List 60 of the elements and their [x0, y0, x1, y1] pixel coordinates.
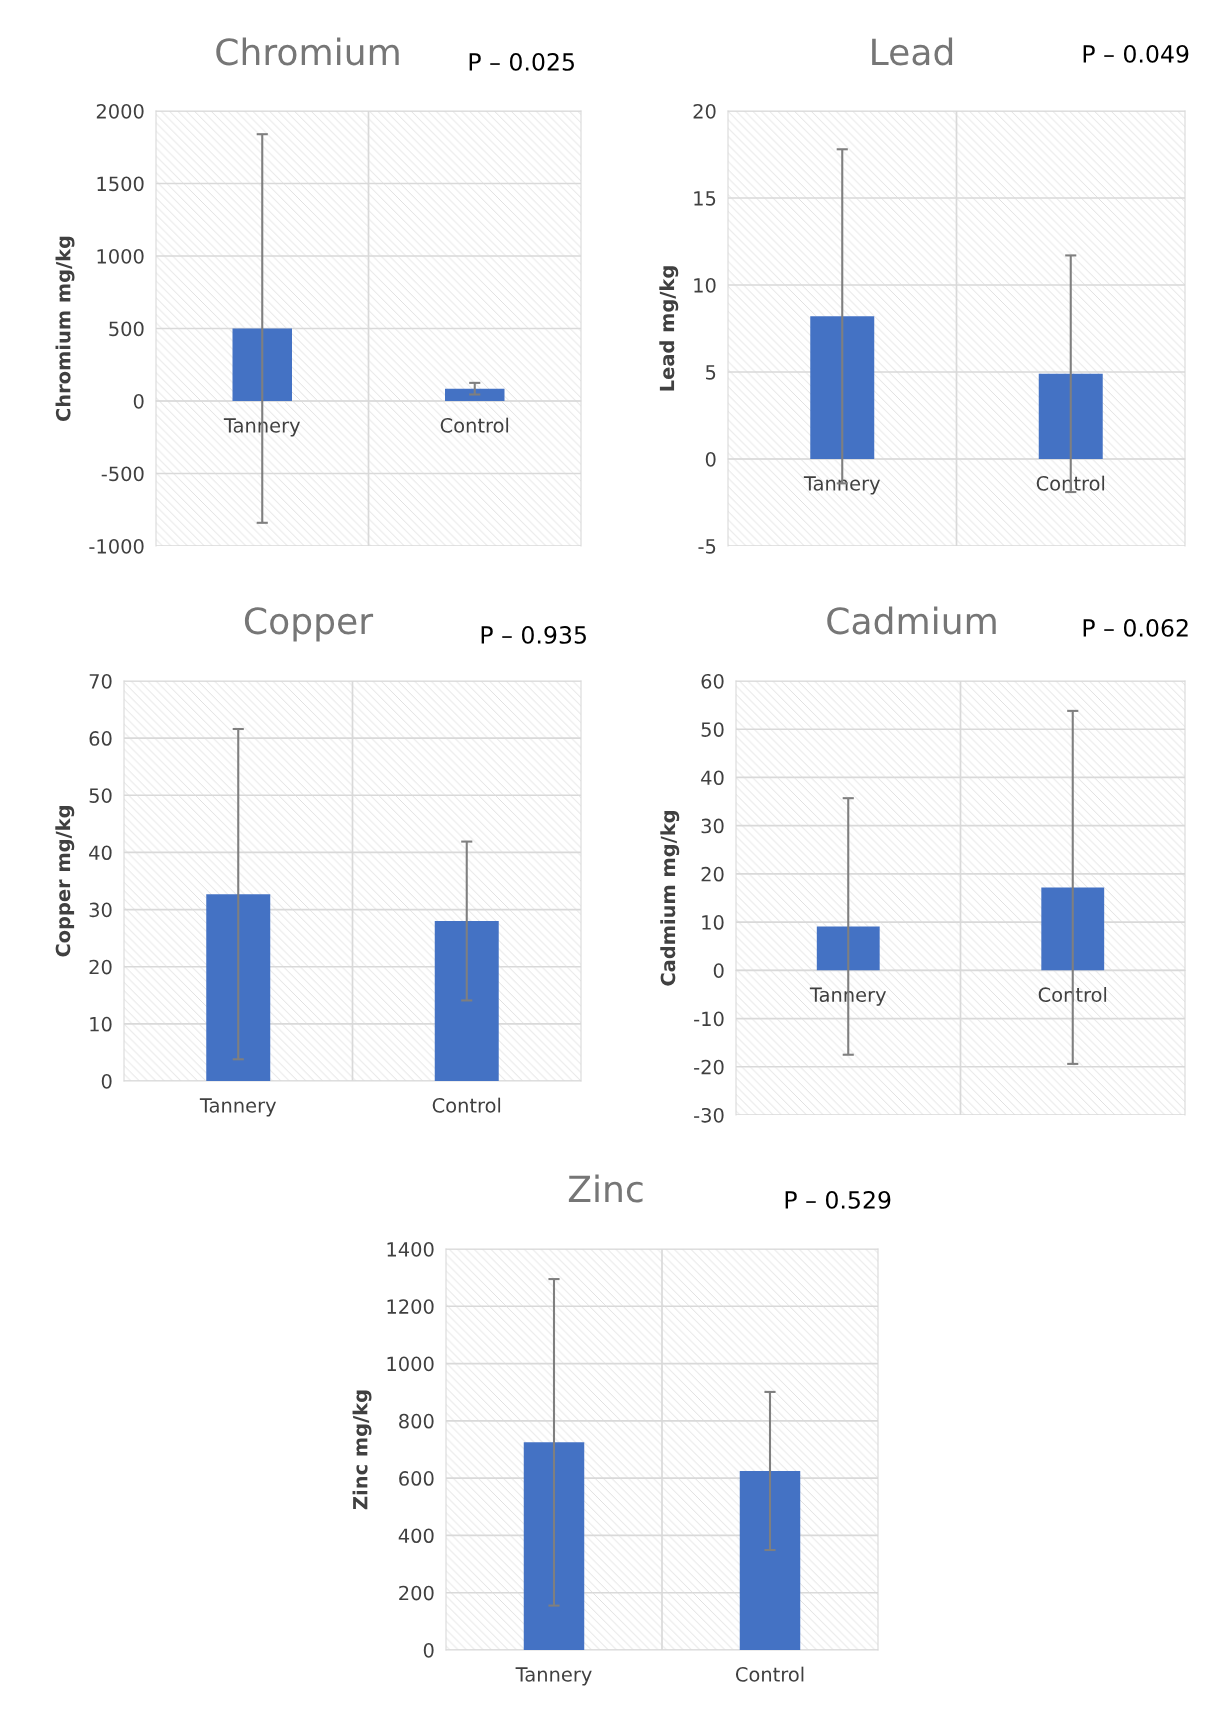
y-tick-label: 200 [399, 1585, 434, 1601]
y-tick-label: -1000 [89, 538, 144, 554]
x-tick-label: Control [440, 417, 509, 433]
y-tick-label: 30 [89, 902, 112, 918]
y-axis-title: Lead mg/kg [659, 266, 679, 391]
y-tick-label: 10 [702, 915, 724, 930]
y-tick-label: 0 [133, 393, 144, 409]
chart-title: Cadmium [827, 606, 996, 635]
y-tick-label: 0 [705, 451, 716, 467]
y-tick-label: 800 [399, 1413, 434, 1429]
y-tick-label: 70 [89, 673, 112, 689]
y-tick-label: 600 [399, 1471, 434, 1486]
x-tick-label: Tannery [199, 1098, 277, 1117]
y-tick-label: 400 [398, 1528, 434, 1544]
y-tick-label: 60 [89, 731, 112, 746]
y-tick-label: -10 [694, 1011, 724, 1027]
y-tick-label: 20 [89, 959, 112, 975]
y-tick-label: 10 [90, 1016, 112, 1032]
y-tick-label: -5 [698, 539, 716, 554]
y-tick-label: 0 [423, 1642, 434, 1658]
y-tick-label: 40 [701, 770, 724, 786]
text: P – 0.062 [1083, 618, 1188, 637]
y-tick-label: 2000 [96, 103, 144, 119]
y-tick-label: 60 [701, 673, 724, 689]
y-tick-label: 0 [101, 1073, 112, 1089]
y-tick-label: 40 [89, 845, 112, 861]
x-tick-label: Control [432, 1097, 501, 1113]
x-tick-label: Tannery [803, 476, 881, 495]
y-tick-label: 5 [706, 365, 716, 380]
y-tick-label: 20 [701, 866, 724, 882]
y-tick-label: 50 [701, 722, 724, 737]
y-axis-title: Cadmium mg/kg [660, 811, 680, 986]
y-tick-label: 1400 [387, 1241, 434, 1257]
y-tick-label: 500 [109, 321, 144, 337]
x-tick-label: Tannery [515, 1667, 592, 1686]
chart-title: Zinc [568, 1174, 643, 1203]
y-tick-label: 1200 [387, 1299, 434, 1314]
text: P – 0.049 [1083, 44, 1189, 63]
y-tick-label: 0 [713, 963, 724, 978]
text: P – 0.025 [469, 52, 574, 71]
y-tick-label: 20 [693, 103, 716, 119]
chart-title: Chromium [216, 37, 399, 66]
y-tick-label: -20 [694, 1059, 724, 1075]
y-tick-label: 10 [694, 277, 716, 293]
y-tick-label: -500 [101, 466, 144, 482]
y-axis-title: Chromium mg/kg [55, 236, 75, 422]
y-tick-label: 1000 [387, 1356, 434, 1372]
y-tick-label: 1000 [97, 248, 144, 264]
y-tick-label: -30 [694, 1107, 724, 1123]
y-tick-label: 50 [89, 788, 112, 803]
x-tick-label: Control [735, 1666, 804, 1682]
y-axis-title: Zinc mg/kg [352, 1390, 372, 1510]
chart-title: Lead [872, 37, 953, 66]
chart-title: Copper [244, 607, 374, 642]
y-axis-title: Copper mg/kg [55, 806, 75, 957]
text: P – 0.529 [785, 1190, 891, 1209]
y-tick-label: 1500 [97, 176, 144, 192]
y-tick-label: 30 [701, 818, 724, 834]
text: P – 0.935 [481, 625, 586, 644]
y-tick-label: 15 [694, 191, 716, 206]
